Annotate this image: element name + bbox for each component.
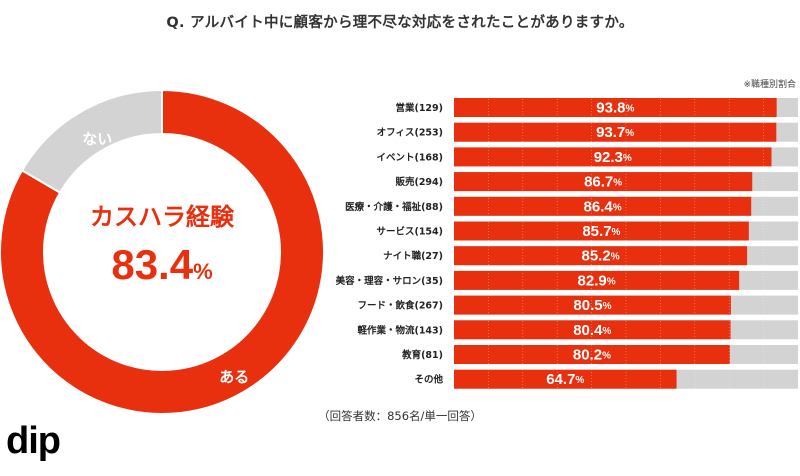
donut-center-unit: % [193, 259, 213, 284]
bar-7 [454, 270, 740, 290]
bar-8 [454, 295, 731, 315]
bar-category-label-9: 軽作業・物流(143) [357, 324, 443, 336]
brand-logo: dip [6, 420, 61, 462]
bar-category-label-6: ナイト職(27) [383, 250, 443, 262]
bar-value-label-9: 80.4% [573, 322, 611, 339]
donut-slice-0 [0, 88, 325, 415]
donut-center-number: 83.4 [111, 241, 194, 288]
bar-value-label-4: 86.4% [584, 198, 622, 215]
bar-category-label-7: 美容・理容・サロン(35) [335, 275, 443, 287]
bar-value-label-7: 82.9% [578, 272, 616, 289]
bar-value-label-6: 85.2% [581, 248, 619, 265]
donut-slice-1 [20, 88, 163, 194]
chart-title: Q. アルバイト中に顧客から理不尽な対応をされたことがありますか。 [166, 15, 634, 31]
bar-0 [454, 98, 777, 117]
bar-value-label-10: 80.2% [573, 346, 611, 363]
bar-3 [454, 172, 753, 192]
donut-center-label: カスハラ経験 [90, 203, 234, 231]
bar-category-label-2: イベント(168) [376, 152, 443, 163]
bar-category-label-8: フード・飲食(267) [357, 300, 443, 312]
bar-9 [454, 320, 731, 340]
bar-2 [454, 147, 772, 167]
bar-value-label-11: 64.7% [546, 371, 584, 388]
bar-10 [454, 345, 730, 364]
bar-value-label-1: 93.7% [596, 124, 634, 141]
donut-slice-label-0: ある [219, 368, 249, 386]
bar-value-label-5: 85.7% [582, 223, 620, 240]
donut-chart: ある ない [0, 88, 325, 415]
bar-value-label-8: 80.5% [573, 297, 611, 314]
bar-category-label-0: 営業(129) [395, 102, 443, 114]
bar-value-label-0: 93.8% [596, 99, 634, 116]
bar-value-label-2: 92.3% [594, 149, 632, 166]
bar-category-label-10: 教育(81) [401, 349, 443, 361]
bar-11 [454, 369, 677, 389]
note-label: ※職種別割合 [743, 80, 796, 90]
bar-5 [454, 221, 749, 241]
bar-6 [454, 246, 748, 266]
bar-category-label-1: オフィス(253) [377, 128, 443, 139]
bar-category-label-5: サービス(154) [376, 226, 443, 238]
footnote: （回答者数：856名/単一回答） [318, 409, 482, 423]
bar-1 [454, 122, 777, 142]
bar-category-label-4: 医療・介護・福祉(88) [345, 201, 443, 213]
bar-4 [454, 196, 752, 216]
donut-slice-label-1: ない [82, 130, 112, 148]
bar-category-label-3: 販売(294) [395, 176, 443, 188]
bar-category-label-11: その他 [414, 374, 443, 386]
donut-center-value: 83.4% [62, 241, 262, 289]
